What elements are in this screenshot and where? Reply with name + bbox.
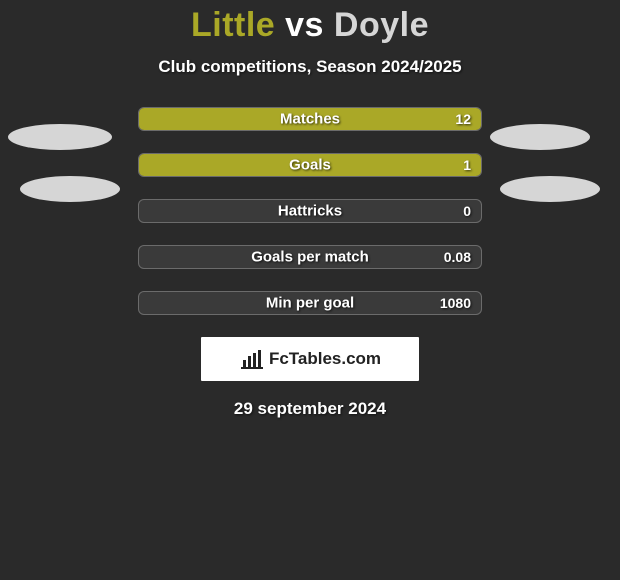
player-a-marker-2 <box>20 176 120 202</box>
stat-label: Goals per match <box>251 249 369 266</box>
comparison-title: Little vs Doyle <box>0 0 620 45</box>
stat-label: Goals <box>289 157 331 174</box>
stat-label: Matches <box>280 111 340 128</box>
player-b-marker-1 <box>490 124 590 150</box>
stat-row: Min per goal 1080 <box>138 291 482 315</box>
player-b-name: Doyle <box>334 6 429 44</box>
comparison-chart: Matches 12 Goals 1 Hattricks 0 Goals per match… <box>0 107 620 315</box>
stat-row: Goals per match 0.08 <box>138 245 482 269</box>
stat-value: 1 <box>463 157 471 173</box>
stat-label: Min per goal <box>266 295 354 312</box>
stat-value: 0 <box>463 203 471 219</box>
stat-label: Hattricks <box>278 203 342 220</box>
stat-rows: Matches 12 Goals 1 Hattricks 0 Goals per match… <box>138 107 482 315</box>
subtitle: Club competitions, Season 2024/2025 <box>0 57 620 77</box>
stat-value: 12 <box>455 111 471 127</box>
stat-row: Goals 1 <box>138 153 482 177</box>
player-b-marker-2 <box>500 176 600 202</box>
stat-value: 0.08 <box>444 249 471 265</box>
stat-row: Hattricks 0 <box>138 199 482 223</box>
player-a-name: Little <box>191 6 275 44</box>
brand-text: FcTables.com <box>269 349 381 369</box>
stat-row: Matches 12 <box>138 107 482 131</box>
bar-chart-icon <box>239 348 265 370</box>
stat-value: 1080 <box>440 295 471 311</box>
brand-box[interactable]: FcTables.com <box>201 337 419 381</box>
player-a-marker-1 <box>8 124 112 150</box>
title-vs: vs <box>275 6 334 44</box>
snapshot-date: 29 september 2024 <box>0 399 620 419</box>
